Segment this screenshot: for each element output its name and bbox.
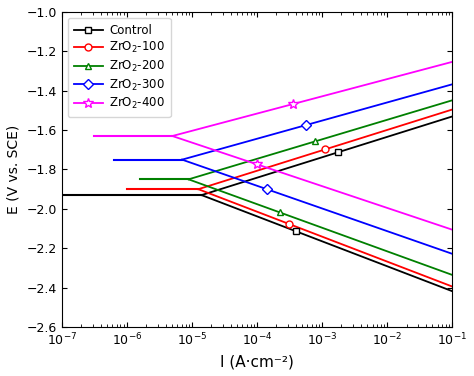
Legend: Control, ZrO$_2$-100, ZrO$_2$-200, ZrO$_2$-300, ZrO$_2$-400: Control, ZrO$_2$-100, ZrO$_2$-200, ZrO$_… xyxy=(68,18,171,117)
Y-axis label: E (V vs. SCE): E (V vs. SCE) xyxy=(7,125,21,214)
X-axis label: I (A·cm⁻²): I (A·cm⁻²) xyxy=(220,354,294,369)
